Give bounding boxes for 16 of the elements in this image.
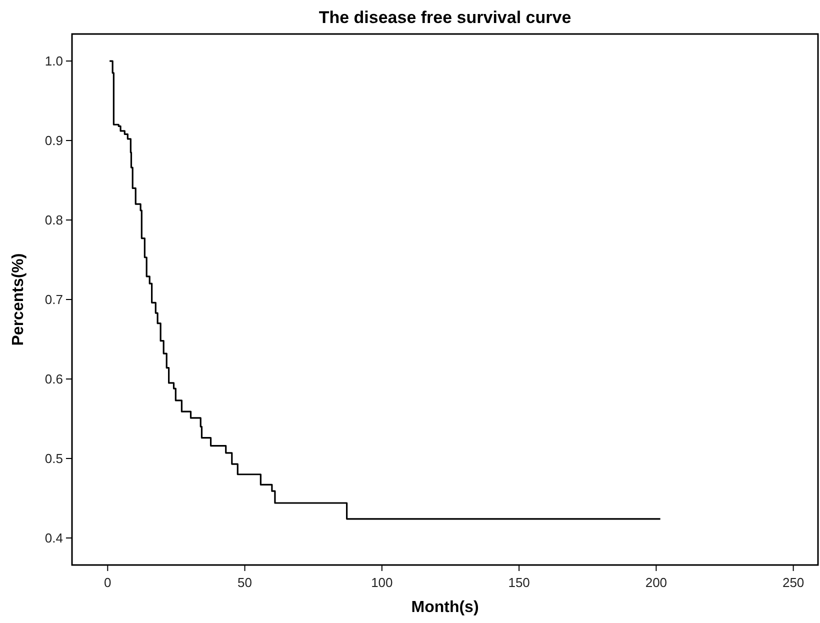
x-tick-label: 200 [645, 575, 668, 590]
y-tick-label: 1.0 [44, 54, 63, 69]
y-tick-label: 0.6 [44, 372, 63, 387]
y-tick-label: 0.7 [44, 292, 63, 308]
chart-title: The disease free survival curve [318, 8, 572, 27]
y-tick-label: 0.8 [44, 212, 63, 228]
y-tick-label: 0.4 [44, 530, 63, 546]
x-axis-title: Month(s) [411, 599, 479, 616]
x-tick-label: 50 [238, 575, 252, 590]
y-tick-label: 0.5 [44, 451, 63, 466]
x-tick-label: 100 [371, 575, 393, 590]
y-tick-label: 0.9 [44, 133, 63, 148]
x-tick-label: 0 [104, 575, 112, 590]
x-tick-label: 250 [782, 575, 804, 590]
y-axis-title: Percents(%) [10, 253, 27, 346]
x-tick-label: 150 [508, 575, 530, 590]
